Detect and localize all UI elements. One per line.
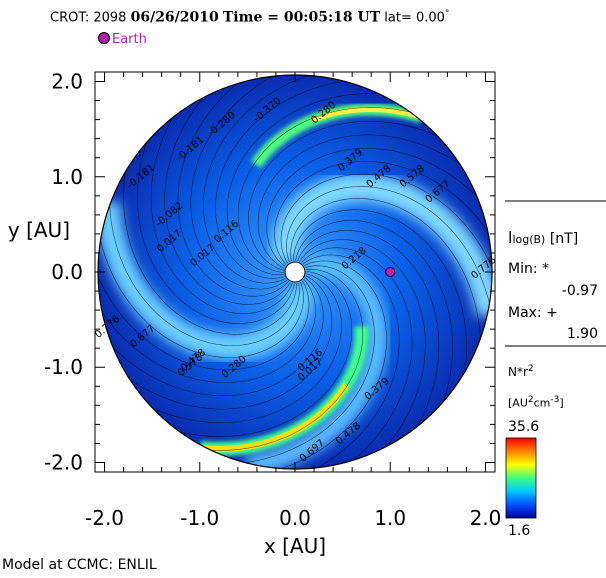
plot-header: CROT: 2098 06/26/2010 Time = 00:05:18 UT… [50,9,449,25]
earth-legend: Earth [98,32,147,47]
axis-ticks [95,72,495,472]
contour-line [299,239,426,453]
y-tick-label: 0.0 [51,260,83,284]
crot-label: CROT: 2098 [50,10,127,26]
y-tick-label: -2.0 [44,450,83,474]
contour-line [107,277,324,396]
colorbar [505,437,537,519]
x-tick-label: 0.0 [279,506,311,530]
cir-core-north [310,107,423,123]
contour-line [98,232,304,358]
contour-line [190,75,288,290]
y-tick-label: -1.0 [44,355,83,379]
colorbar-unit-c: ] [559,396,564,410]
x-tick-label: 2.0 [470,506,502,530]
max-label: Max: + [508,305,558,321]
contour-line [145,273,342,423]
colorbar-unit-sup1: 2 [527,395,534,405]
max-value: 1.90 [566,326,598,342]
x-tick-label: 1.0 [374,506,406,530]
date-label: 06/26/2010 [130,9,219,26]
contour-line [293,209,467,380]
contour-line [237,107,418,273]
contour-line [177,78,289,297]
contour-line [266,148,483,267]
y-tick-label: 1.0 [51,165,83,189]
contour-line [109,197,300,346]
cir-core-south [199,383,349,452]
colorbar-label-sup: 2 [527,364,534,374]
contour-line [98,269,310,371]
contour-line [203,268,364,451]
lat-degree: ° [444,9,450,19]
inner-boundary [284,261,306,283]
colorbar-min: 1.6 [508,523,531,539]
colorbar-unit-b: cm [533,396,551,410]
contour-line [248,121,445,271]
colorbar-label-text: N*r [508,365,528,379]
density-lane-1 [98,201,313,361]
contour-line [274,161,492,265]
contour-line [280,173,492,275]
contour-line [286,186,492,312]
colorbar-label: N*r2 [508,364,534,379]
field-label: llog(B) [nT] [508,228,578,247]
min-label: Min: * [508,261,550,277]
y-tick-label: 2.0 [51,70,83,94]
contour-line [226,93,387,276]
y-axis-label: y [AU] [8,218,70,242]
earth-marker [385,267,396,277]
contour-line [215,80,353,279]
colorbar-unit-a: [AU [508,396,528,410]
contour-line [123,275,333,410]
density-lane-2 [244,254,388,469]
contour-line [257,134,467,269]
footer-credit: Model at CCMC: ENLIL [2,557,157,573]
field-contours [98,75,492,469]
x-axis-label: x [AU] [264,534,326,558]
contour-line [297,230,440,434]
density-lane-0 [272,173,492,318]
contour-line [290,198,481,347]
colorbar-max: 35.6 [508,419,540,435]
min-value: -0.97 [561,283,598,299]
colorbar-unit: [AU2cm-3] [508,395,564,410]
field-label-prefix: l [508,228,513,247]
earth-marker-icon [98,32,110,44]
contour-line [203,75,317,284]
colorbar-unit-sup2: -3 [550,395,560,405]
time-label: Time = 00:05:18 UT [222,9,381,26]
lat-label: lat= 0.00 [384,10,445,26]
contour-line [237,265,375,464]
contour-line [172,271,353,437]
contour-line [150,110,293,314]
contour-line [301,247,413,466]
contour-line [295,220,453,409]
contour-line [164,91,291,305]
contour-line [123,164,297,335]
earth-legend-label: Earth [112,32,147,47]
density-streamers [98,103,492,469]
field-label-sub: log(B) [512,233,546,246]
tick-labels: -2.0 -2.0 -1.0 -1.0 0.0 0.0 1.0 1.0 2.0 2.0 [44,70,501,530]
contour-line [98,279,316,383]
field-label-unit: [nT] [549,231,579,247]
x-tick-label: -2.0 [85,506,124,530]
contour-line [273,260,387,469]
x-tick-label: -1.0 [180,506,219,530]
contour-line [302,254,400,469]
contour-line [137,135,295,324]
